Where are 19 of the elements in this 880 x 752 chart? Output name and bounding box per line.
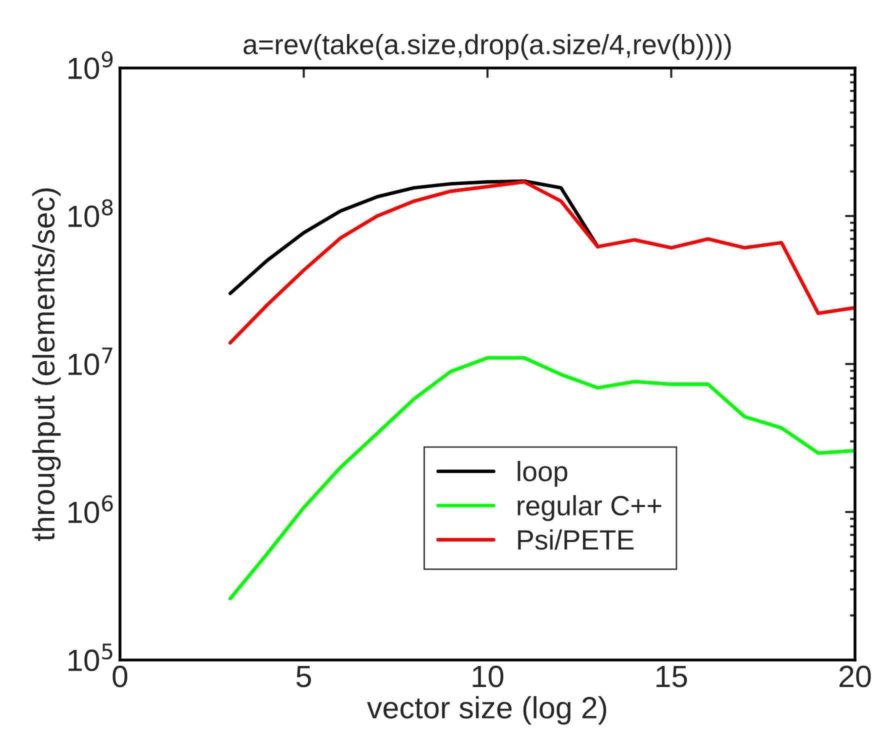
line-series <box>228 356 855 600</box>
y-tick-label: 10$^{9}$ <box>68 51 113 80</box>
x-tick-label: 0 <box>112 666 128 688</box>
y-tick-label: 10$^{8}$ <box>68 199 113 228</box>
line-series <box>228 180 855 345</box>
y-tick-label: 10$^{7}$ <box>68 348 112 376</box>
x-tick-label: 20 <box>840 666 871 688</box>
x-tick-label: 15 <box>656 666 687 688</box>
y-tick-label: 10$^{5}$ <box>68 644 112 672</box>
chart-title: a=rev(take(a.size,drop(a.size/4,rev(b)))) <box>244 34 731 60</box>
legend-label: Psi/PETE <box>518 529 634 550</box>
line-series <box>228 179 600 296</box>
x-tick-label: 5 <box>296 666 311 688</box>
x-tick-label: 10 <box>472 666 504 688</box>
y-tick-label: 10$^{6}$ <box>68 495 113 524</box>
y-axis-title: throughput (elements/sec) <box>32 188 61 542</box>
x-axis-title: vector size (log 2) <box>367 696 606 725</box>
legend-label: regular C++ <box>518 495 662 522</box>
legend-label: loop <box>518 460 568 487</box>
